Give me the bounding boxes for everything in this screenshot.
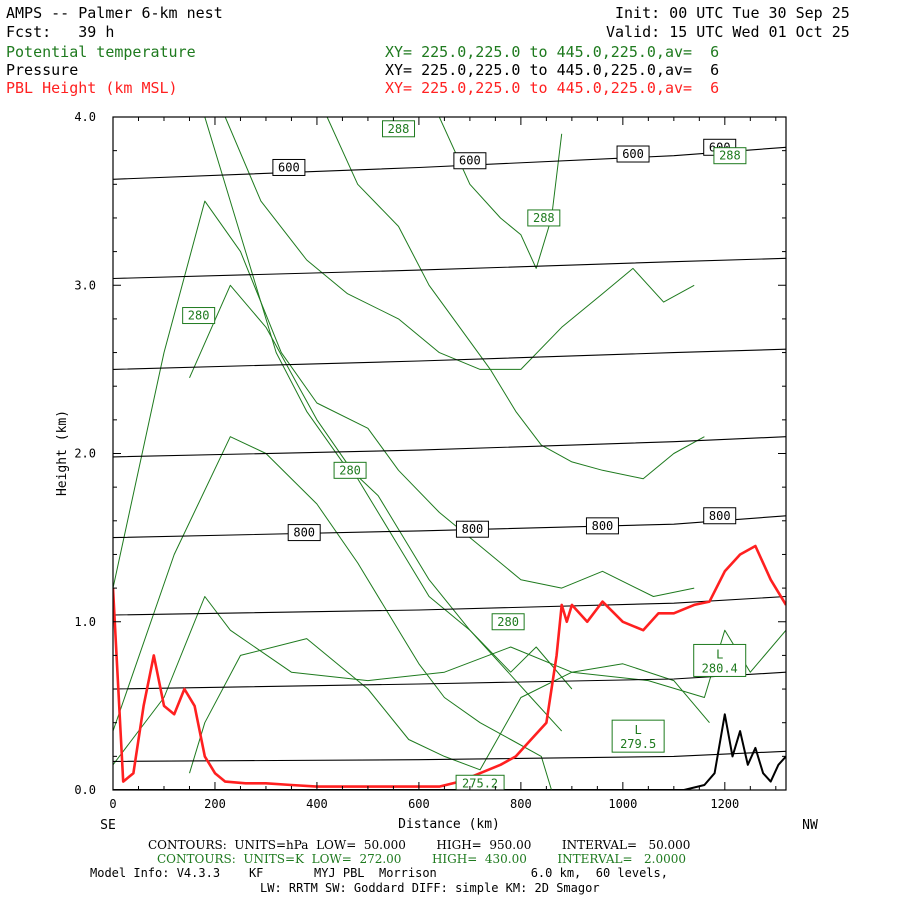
svg-text:600: 600 — [278, 160, 300, 174]
pressure-contour-750 — [113, 436, 786, 458]
pressure-contour-850 — [113, 595, 786, 616]
pressure-contour-900 — [113, 671, 786, 690]
chart-title: AMPS -- Palmer 6-km nest — [6, 4, 223, 22]
theta-contour-1 — [189, 638, 710, 774]
field-name-theta: Potential temperature — [6, 43, 196, 61]
init-time: Init: 00 UTC Tue 30 Sep 25 — [615, 4, 850, 22]
pressure-label-6: 800 — [585, 517, 619, 535]
x-tick-label: 600 — [408, 797, 430, 811]
x-tick-label: 1000 — [608, 797, 637, 811]
x-tick-label: 0 — [109, 797, 116, 811]
svg-text:280: 280 — [188, 309, 210, 323]
theta-contour-0 — [113, 596, 786, 766]
theta-contour-2 — [113, 436, 552, 790]
field-xy-pressure: XY= 225.0,225.0 to 445.0,225.0,av= 6 — [385, 61, 720, 79]
valid-time: Valid: 15 UTC Wed 01 Oct 25 — [606, 23, 850, 41]
left-end-label: SE — [100, 818, 116, 833]
y-tick-label: 1.0 — [74, 615, 96, 629]
y-axis-label: Height (km) — [55, 410, 70, 496]
y-tick-label: 4.0 — [74, 110, 96, 124]
svg-text:288: 288 — [719, 149, 741, 163]
y-tick-label: 2.0 — [74, 447, 96, 461]
pressure-contour-950 — [113, 750, 786, 762]
svg-text:L: L — [635, 723, 642, 737]
svg-text:275.2: 275.2 — [462, 776, 498, 790]
pressure-contour-700 — [113, 348, 786, 370]
svg-text:800: 800 — [293, 526, 315, 540]
theta-label-0: 288 — [382, 120, 416, 138]
theta-contour-3 — [189, 284, 573, 690]
pressure-contour-600 — [113, 146, 786, 180]
svg-text:288: 288 — [533, 211, 555, 225]
x-tick-label: 800 — [510, 797, 532, 811]
theta-contour-8 — [326, 117, 705, 480]
svg-text:L: L — [716, 647, 723, 661]
footer-pressure-contours: CONTOURS: UNITS=hPa LOW= 50.000 HIGH= 95… — [148, 838, 691, 852]
terrain-line — [113, 713, 786, 790]
svg-text:600: 600 — [622, 147, 644, 161]
svg-text:280.4: 280.4 — [702, 661, 738, 675]
plot-frame — [112, 116, 787, 791]
field-name-pressure: Pressure — [6, 61, 79, 79]
right-end-label: NW — [802, 818, 818, 833]
footer-model-physics: LW: RRTM SW: Goddard DIFF: simple KM: 2D… — [260, 881, 600, 895]
pressure-contour-800 — [113, 515, 786, 539]
x-tick-label: 1200 — [710, 797, 739, 811]
svg-text:288: 288 — [388, 122, 410, 136]
y-tick-label: 0.0 — [74, 783, 96, 797]
svg-text:279.5: 279.5 — [620, 737, 656, 751]
theta-contour-5 — [204, 117, 563, 732]
x-tick-label: 200 — [204, 797, 226, 811]
pressure-label-1: 600 — [453, 152, 487, 170]
theta-label-4: 280 — [333, 461, 367, 479]
y-tick-label: 3.0 — [74, 278, 96, 292]
pressure-label-0: 600 — [272, 158, 306, 176]
svg-text:280: 280 — [497, 615, 519, 629]
theta-label-3: 280 — [182, 307, 216, 325]
x-tick-label: 400 — [306, 797, 328, 811]
svg-text:800: 800 — [592, 519, 614, 533]
svg-text:600: 600 — [459, 154, 481, 168]
theta-label-6: 275.2 — [455, 774, 505, 790]
theta-contour-6 — [224, 117, 695, 370]
field-xy-pbl: XY= 225.0,225.0 to 445.0,225.0,av= 6 — [385, 79, 720, 97]
pbl-height-line — [113, 544, 786, 788]
pressure-label-5: 800 — [455, 520, 489, 538]
pressure-label-7: 800 — [703, 507, 737, 525]
theta-contour-7 — [438, 117, 563, 269]
pressure-contour-650 — [113, 257, 786, 280]
pressure-label-2: 600 — [616, 145, 650, 163]
forecast-hour: Fcst: 39 h — [6, 23, 115, 41]
pressure-label-4: 800 — [287, 524, 321, 542]
footer-theta-contours: CONTOURS: UNITS=K LOW= 272.00 HIGH= 430.… — [157, 852, 686, 866]
theta-label-1: 288 — [527, 209, 561, 227]
theta-contour-4 — [113, 200, 695, 597]
field-xy-theta: XY= 225.0,225.0 to 445.0,225.0,av= 6 — [385, 43, 720, 61]
svg-text:800: 800 — [462, 522, 484, 536]
theta-label-2: 288 — [713, 147, 747, 165]
theta-label-5: 280 — [491, 613, 525, 631]
svg-text:280: 280 — [339, 463, 361, 477]
field-name-pbl: PBL Height (km MSL) — [6, 79, 178, 97]
x-axis-label: Distance (km) — [398, 817, 500, 832]
footer-model-info: Model Info: V4.3.3 KF MYJ PBL Morrison 6… — [90, 866, 668, 880]
svg-text:800: 800 — [709, 509, 731, 523]
